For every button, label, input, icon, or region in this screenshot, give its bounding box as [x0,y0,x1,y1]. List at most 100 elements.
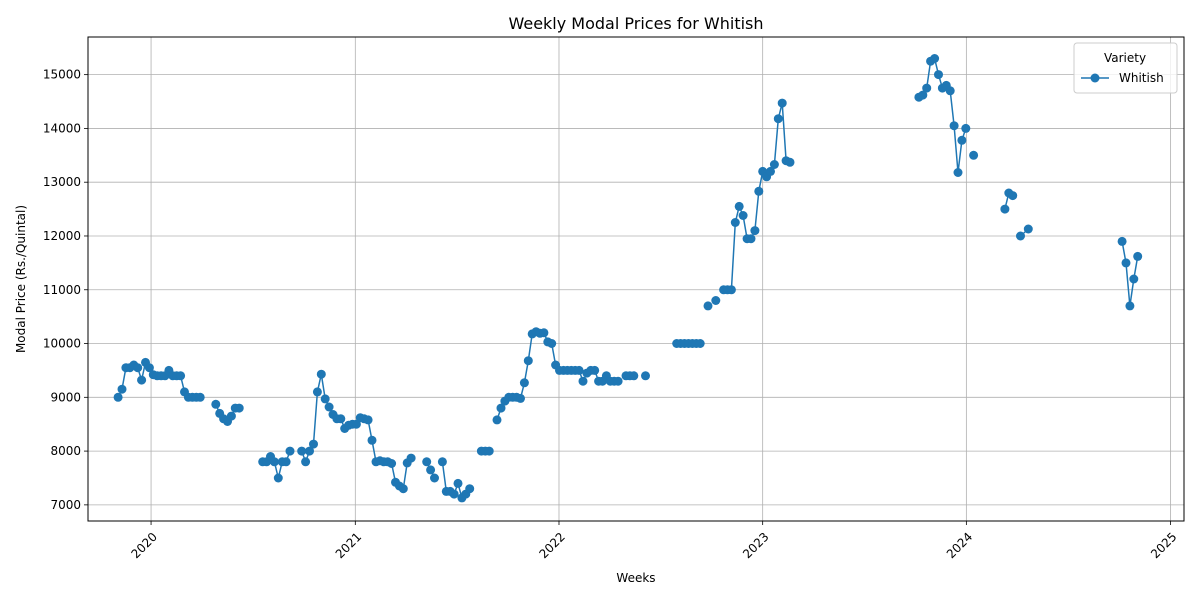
series-whitish [113,54,1143,503]
data-point [398,484,408,494]
data-point [273,473,283,483]
data-point [211,399,221,409]
y-tick-label: 14000 [43,121,81,135]
data-point [309,439,318,449]
chart-title: Weekly Modal Prices for Whitish [508,14,763,33]
plot-frame [87,36,1185,522]
y-tick-label: 13000 [43,175,81,189]
data-point [316,369,326,379]
y-axis-label: Modal Price (Rs./Quintal) [14,205,28,353]
data-point [547,339,557,348]
data-point [746,234,756,244]
data-point [641,371,650,381]
y-axis-ticks: 7000 8000 9000 10000 11000 12000 13000 14000 150… [43,68,88,512]
data-point [516,393,525,403]
data-point [777,98,787,108]
data-point [949,121,959,131]
legend: Variety Whitish [1073,42,1178,94]
data-point [934,70,943,80]
data-point [234,403,244,413]
x-axis-label: Weeks [616,571,655,585]
data-point [465,484,475,494]
data-point [1117,236,1127,246]
legend-box [1073,42,1178,94]
data-point [734,201,744,211]
data-point [336,414,346,424]
data-point [113,392,123,402]
data-point [297,446,307,456]
data-point [195,392,205,402]
data-point [539,328,549,338]
data-point [961,123,971,133]
data-point [387,459,397,468]
data-point [285,446,295,456]
y-tick-label: 7000 [50,498,81,512]
data-point [226,411,236,421]
data-point [918,90,928,100]
data-point [137,375,147,385]
data-point [726,285,736,295]
data-point [1129,274,1139,284]
data-point [769,160,779,169]
data-point [312,387,322,397]
data-point [773,114,783,124]
data-point [578,376,588,386]
data-point [426,465,436,475]
legend-title: Variety [1104,51,1146,65]
data-point [1125,301,1135,311]
data-point [117,384,127,394]
data-point [449,489,459,499]
legend-entry-whitish: Whitish [1119,71,1164,85]
data-point [301,457,311,467]
data-point [519,378,529,388]
data-point [750,226,760,236]
y-tick-label: 9000 [50,390,81,404]
data-point [1121,258,1131,268]
data-point [406,453,416,463]
grid [88,37,1184,521]
y-tick-label: 10000 [43,337,81,351]
data-point [367,435,377,445]
data-point [590,365,600,375]
data-point [613,376,623,386]
data-point [269,457,279,467]
data-point [711,296,721,305]
data-point [437,457,447,467]
data-point [1133,251,1143,261]
legend-marker-swatch [1090,73,1100,83]
data-point [1023,224,1033,234]
data-point [695,339,705,348]
data-point [957,135,967,145]
data-point [351,419,361,429]
y-tick-label: 11000 [43,283,81,297]
data-point [305,446,314,456]
y-tick-label: 8000 [50,444,81,458]
data-point [703,301,713,311]
data-point [523,356,533,366]
data-point [629,371,639,381]
data-point [453,478,463,488]
data-point [281,457,291,467]
data-point [133,363,143,373]
data-point [144,363,154,373]
data-point [766,166,775,176]
data-point [1008,191,1018,201]
y-tick-label: 15000 [43,68,81,82]
data-point [496,403,506,413]
data-point [363,415,373,425]
data-point [969,150,979,160]
data-point [430,473,439,483]
data-point [945,86,955,96]
data-point [176,371,186,381]
data-point [492,415,502,425]
data-point [574,365,584,375]
data-point [922,83,932,93]
data-point [730,218,740,227]
data-point [930,54,940,63]
data-point [324,402,334,412]
data-point [422,457,432,467]
y-tick-label: 12000 [43,229,81,243]
data-point [953,168,963,177]
